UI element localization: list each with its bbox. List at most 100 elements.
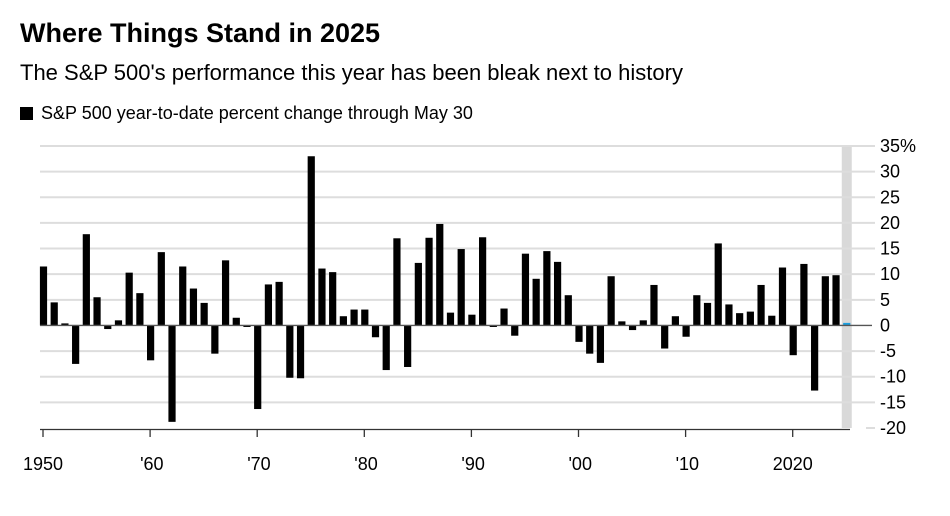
bar-2023 xyxy=(821,276,829,326)
bar-2022 xyxy=(811,325,819,391)
bar-2011 xyxy=(693,295,701,326)
bar-1951 xyxy=(50,302,58,326)
bar-1979 xyxy=(350,309,358,326)
bar-1982 xyxy=(382,325,390,371)
bar-2002 xyxy=(596,325,605,363)
bar-1977 xyxy=(329,272,337,326)
bar-1968 xyxy=(232,317,240,326)
bar-1971 xyxy=(264,284,273,326)
bar-1970 xyxy=(254,325,262,410)
bar-2019 xyxy=(778,267,787,326)
bar-2020 xyxy=(789,325,797,356)
x-tick-label: '10 xyxy=(676,454,699,474)
bar-2024 xyxy=(832,275,840,326)
bar-1952 xyxy=(61,323,69,326)
bar-1959 xyxy=(136,293,144,326)
y-tick-label: -5 xyxy=(880,341,896,361)
bar-1980 xyxy=(361,309,369,326)
bar-1988 xyxy=(446,312,455,326)
bar-1976 xyxy=(318,268,326,326)
x-tick-label: '70 xyxy=(247,454,270,474)
bar-1990 xyxy=(468,314,476,326)
y-tick-label: 10 xyxy=(880,264,900,284)
bar-1975 xyxy=(307,156,315,326)
bar-2018 xyxy=(768,315,776,326)
bar-1962 xyxy=(168,325,176,422)
bar-1973 xyxy=(286,325,294,378)
bar-1994 xyxy=(511,325,519,336)
x-tick-label: '90 xyxy=(461,454,484,474)
y-tick-label: -20 xyxy=(880,418,906,438)
y-tick-label: 0 xyxy=(880,315,890,335)
y-tick-label: 15 xyxy=(880,239,900,259)
bar-2021 xyxy=(800,263,808,326)
bar-1950 xyxy=(39,266,48,326)
bar-1966 xyxy=(211,325,219,354)
bar-1972 xyxy=(275,281,283,326)
legend-swatch xyxy=(20,107,33,120)
bar-1993 xyxy=(500,308,508,326)
y-tick-label: 30 xyxy=(880,162,900,182)
bar-2004 xyxy=(618,321,626,326)
bar-1957 xyxy=(114,320,123,326)
y-tick-label: 25 xyxy=(880,187,900,207)
bar-1999 xyxy=(564,295,572,326)
bar-2000 xyxy=(575,325,583,342)
x-tick-label: 1950 xyxy=(23,454,63,474)
bar-1954 xyxy=(82,234,90,326)
bar-2013 xyxy=(714,243,722,326)
bar-2003 xyxy=(607,276,615,326)
bar-1989 xyxy=(457,249,465,326)
bar-1974 xyxy=(296,325,305,379)
y-tick-label: -15 xyxy=(880,392,906,412)
x-tick-label: '80 xyxy=(354,454,377,474)
bar-1995 xyxy=(521,253,530,326)
bar-1983 xyxy=(393,238,401,326)
bar-1992 xyxy=(489,325,497,327)
chart-title: Where Things Stand in 2025 xyxy=(20,18,381,48)
legend: S&P 500 year-to-date percent change thro… xyxy=(20,103,473,124)
bar-1996 xyxy=(532,278,540,326)
bar-1953 xyxy=(72,325,80,364)
bar-1969 xyxy=(243,325,251,327)
y-tick-label: 20 xyxy=(880,213,900,233)
bar-1998 xyxy=(553,261,562,326)
bar-1991 xyxy=(479,237,487,326)
bar-2006 xyxy=(639,320,647,326)
bar-1958 xyxy=(125,272,133,326)
bar-1964 xyxy=(189,288,198,326)
x-tick-label: '60 xyxy=(140,454,163,474)
bar-1955 xyxy=(93,297,101,326)
bar-1987 xyxy=(436,223,444,326)
bar-2001 xyxy=(586,325,594,354)
bar-2009 xyxy=(671,316,679,326)
x-tick-label: '00 xyxy=(569,454,592,474)
y-tick-label: -10 xyxy=(880,367,906,387)
bar-2005 xyxy=(628,325,637,331)
bar-1997 xyxy=(543,251,551,326)
bar-2015 xyxy=(736,313,744,326)
y-tick-label: 35% xyxy=(880,136,916,156)
bar-1967 xyxy=(221,260,230,326)
bar-2017 xyxy=(757,284,765,326)
bar-1986 xyxy=(425,237,433,326)
x-tick-label: 2020 xyxy=(773,454,813,474)
bar-1956 xyxy=(104,325,112,330)
bar-1981 xyxy=(371,325,380,338)
bar-1960 xyxy=(147,325,155,361)
bar-2007 xyxy=(650,284,658,326)
bar-2014 xyxy=(725,304,733,326)
chart-subtitle: The S&P 500's performance this year has … xyxy=(20,60,683,85)
bar-2025 xyxy=(843,322,851,326)
bar-1965 xyxy=(200,302,208,326)
bar-1963 xyxy=(179,266,187,326)
bar-1984 xyxy=(404,325,412,367)
bar-2012 xyxy=(703,302,712,326)
bar-1961 xyxy=(157,252,165,326)
legend-label: S&P 500 year-to-date percent change thro… xyxy=(41,103,473,123)
bar-2016 xyxy=(746,311,754,326)
highlight-band-2025 xyxy=(841,146,852,428)
bar-1978 xyxy=(339,316,347,326)
bar-2010 xyxy=(682,325,690,337)
